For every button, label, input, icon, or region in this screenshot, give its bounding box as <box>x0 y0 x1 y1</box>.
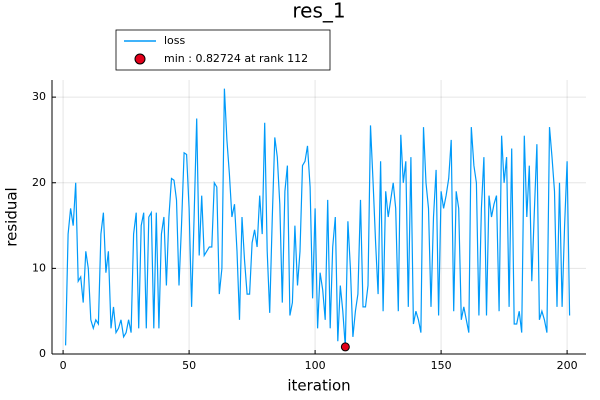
x-tick-label: 200 <box>557 359 578 372</box>
legend-label: loss <box>164 34 186 47</box>
x-tick-label: 50 <box>182 359 196 372</box>
x-axis-label: iteration <box>287 377 350 395</box>
x-tick-label: 150 <box>431 359 452 372</box>
y-axis-label: residual <box>3 187 21 246</box>
legend-label: min : 0.82724 at rank 112 <box>164 52 308 65</box>
y-tick-label: 30 <box>32 90 46 103</box>
y-tick-label: 0 <box>39 347 46 360</box>
x-tick-label: 0 <box>60 359 67 372</box>
loss-line <box>65 88 571 347</box>
x-tick-label: 100 <box>305 359 326 372</box>
legend-marker <box>134 53 146 65</box>
legend-box <box>115 29 331 71</box>
y-tick-label: 10 <box>32 261 46 274</box>
chart-title: res_1 <box>292 0 345 23</box>
y-tick-label: 20 <box>32 176 46 189</box>
min-point <box>340 342 350 352</box>
